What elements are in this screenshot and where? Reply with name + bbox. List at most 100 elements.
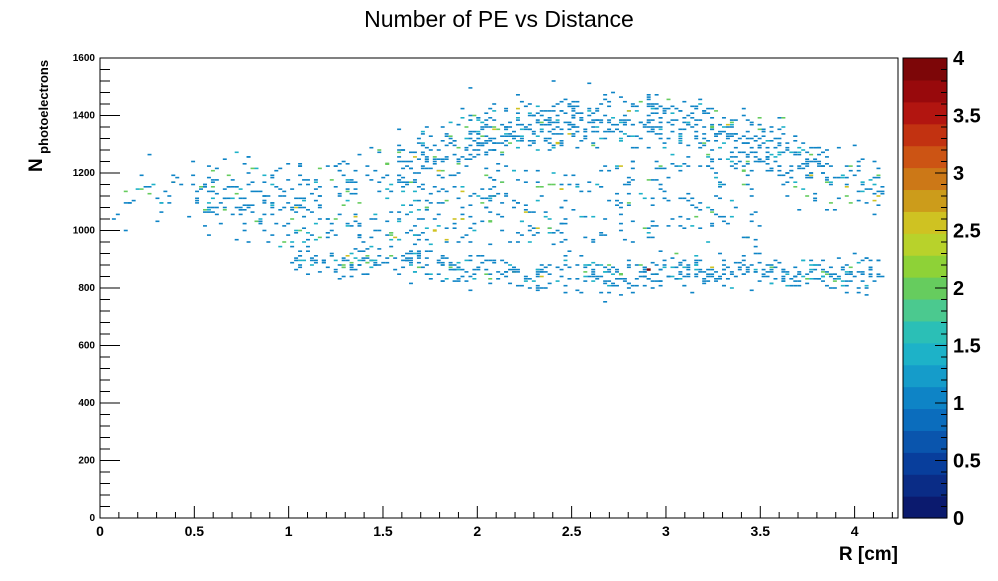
heatmap-cell — [488, 140, 493, 142]
heatmap-cell — [432, 144, 437, 147]
heatmap-cell — [559, 241, 564, 243]
heatmap-cell — [710, 128, 715, 131]
heatmap-cell — [333, 271, 338, 273]
heatmap-cell — [163, 190, 168, 193]
heatmap-cell — [416, 142, 421, 144]
heatmap-cell — [729, 126, 734, 128]
heatmap-cell — [686, 156, 691, 158]
heatmap-cell — [682, 100, 687, 103]
heatmap-cell — [476, 142, 481, 144]
heatmap-cell — [523, 280, 528, 282]
heatmap-cell — [864, 294, 869, 296]
heatmap-cell — [420, 133, 425, 135]
heatmap-cell — [512, 130, 516, 133]
heatmap-cell — [710, 167, 715, 170]
heatmap-cell — [242, 209, 247, 211]
heatmap-cell — [824, 271, 829, 273]
heatmap-cell — [539, 264, 544, 266]
heatmap-cell — [191, 183, 196, 186]
heatmap-cell — [646, 236, 651, 239]
heatmap-cell — [420, 218, 425, 220]
heatmap-cell — [428, 192, 433, 195]
heatmap-cell — [797, 273, 802, 275]
heatmap-cell — [801, 149, 806, 151]
heatmap-cell — [234, 206, 239, 209]
heatmap-cell — [821, 271, 825, 273]
heatmap-cell — [290, 206, 295, 209]
heatmap-cell — [646, 119, 651, 121]
heatmap-cell — [333, 259, 338, 262]
heatmap-cell — [139, 174, 144, 177]
heatmap-cell — [535, 149, 540, 151]
heatmap-cell — [777, 174, 782, 177]
heatmap-cell — [365, 165, 370, 167]
heatmap-cell — [710, 225, 715, 227]
heatmap-cell — [397, 273, 402, 275]
heatmap-cell — [210, 179, 215, 181]
heatmap-cell — [821, 165, 825, 167]
heatmap-cell — [753, 135, 758, 137]
heatmap-cell — [337, 195, 342, 197]
heatmap-cell — [203, 225, 207, 227]
heatmap-cell — [741, 259, 746, 262]
heatmap-cell — [615, 284, 619, 287]
heatmap-cell — [737, 137, 742, 140]
heatmap-cell — [571, 105, 576, 108]
heatmap-cell — [718, 215, 722, 218]
heatmap-cell — [389, 211, 394, 213]
heatmap-cell — [603, 271, 608, 273]
heatmap-cell — [753, 151, 758, 154]
heatmap-cell — [365, 248, 370, 250]
heatmap-cell — [559, 188, 564, 190]
heatmap-cell — [500, 259, 505, 262]
heatmap-cell — [468, 195, 473, 197]
heatmap-cell — [460, 275, 465, 278]
heatmap-cell — [682, 284, 687, 287]
heatmap-cell — [666, 121, 671, 124]
heatmap-cell — [710, 275, 715, 278]
heatmap-cell — [349, 181, 354, 183]
heatmap-cell — [527, 225, 532, 227]
heatmap-cell — [535, 119, 540, 121]
heatmap-cell — [424, 206, 429, 209]
heatmap-cell — [793, 181, 798, 183]
heatmap-cell — [809, 259, 814, 262]
heatmap-cell — [781, 275, 786, 278]
heatmap-cell — [634, 110, 639, 112]
heatmap-cell — [706, 140, 711, 142]
heatmap-cell — [512, 169, 516, 172]
heatmap-cell — [817, 160, 822, 163]
heatmap-cell — [436, 190, 441, 193]
heatmap-cell — [460, 213, 465, 216]
heatmap-cell — [496, 142, 501, 144]
heatmap-cell — [678, 169, 683, 172]
heatmap-cell — [448, 137, 453, 140]
heatmap-cell — [412, 151, 417, 154]
heatmap-cell — [472, 222, 477, 225]
heatmap-cell — [603, 98, 608, 101]
heatmap-cell — [864, 284, 869, 287]
heatmap-cell — [603, 165, 608, 167]
heatmap-cell — [733, 275, 738, 278]
heatmap-cell — [729, 165, 734, 167]
heatmap-cell — [876, 204, 881, 206]
heatmap-cell — [405, 259, 410, 262]
heatmap-cell — [246, 183, 251, 186]
heatmap-cell — [500, 202, 505, 204]
heatmap-cell — [571, 114, 576, 117]
heatmap-cell — [741, 273, 746, 275]
heatmap-cell — [813, 192, 818, 195]
heatmap-cell — [476, 117, 481, 119]
heatmap-cell — [484, 112, 489, 114]
heatmap-cell — [741, 142, 746, 144]
heatmap-cell — [749, 264, 754, 266]
heatmap-cell — [290, 261, 295, 264]
heatmap-cell — [769, 169, 774, 172]
heatmap-cell — [476, 153, 481, 156]
heatmap-cell — [579, 112, 584, 114]
heatmap-cell — [468, 153, 473, 156]
heatmap-cell — [860, 280, 865, 282]
heatmap-cell — [658, 280, 663, 282]
heatmap-cell — [480, 255, 485, 257]
heatmap-cell — [195, 199, 200, 202]
